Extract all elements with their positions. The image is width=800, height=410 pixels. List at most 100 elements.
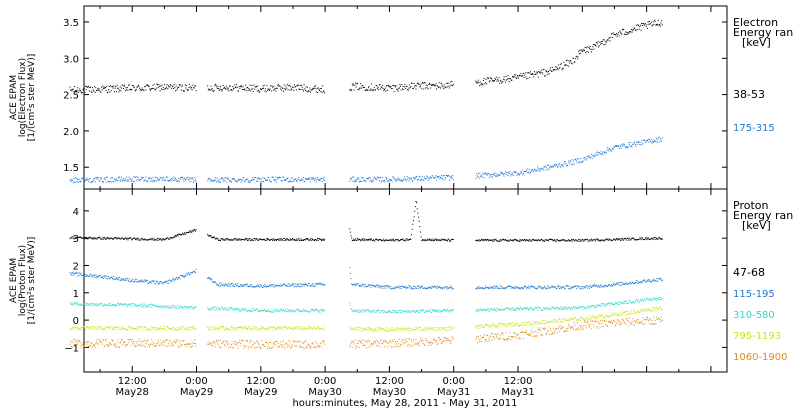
data-point xyxy=(321,92,323,94)
data-point xyxy=(515,325,517,327)
data-point xyxy=(282,326,284,328)
data-point xyxy=(570,161,572,163)
data-point xyxy=(214,281,216,283)
data-point xyxy=(421,87,423,89)
data-point xyxy=(645,300,647,302)
data-point xyxy=(307,328,309,330)
data-point xyxy=(323,176,325,178)
data-point xyxy=(510,285,512,287)
data-point xyxy=(70,274,72,276)
data-point xyxy=(253,84,255,86)
data-point xyxy=(72,326,74,328)
data-point xyxy=(209,235,211,237)
data-point xyxy=(314,238,316,240)
data-point xyxy=(306,327,308,329)
data-point xyxy=(573,317,575,319)
data-point xyxy=(440,240,442,242)
data-point xyxy=(560,308,562,310)
data-point xyxy=(94,237,95,239)
data-point xyxy=(175,279,177,281)
data-point xyxy=(238,179,240,181)
data-point xyxy=(132,181,134,183)
data-point xyxy=(648,298,650,300)
data-point xyxy=(408,285,410,287)
data-point xyxy=(314,283,316,285)
data-point xyxy=(116,304,118,306)
data-point xyxy=(630,283,632,285)
data-point xyxy=(398,286,400,288)
data-point xyxy=(302,90,304,92)
data-point xyxy=(177,87,179,89)
data-point xyxy=(554,286,556,288)
data-point xyxy=(308,239,310,241)
data-point xyxy=(634,239,636,241)
data-point xyxy=(220,240,222,242)
data-point xyxy=(599,153,601,155)
data-point xyxy=(492,309,494,311)
data-point xyxy=(255,285,257,287)
data-point xyxy=(349,180,351,182)
data-point xyxy=(598,304,600,306)
data-point xyxy=(83,237,85,239)
data-point xyxy=(140,88,142,90)
data-point xyxy=(396,89,398,91)
data-point xyxy=(317,87,319,89)
data-point xyxy=(238,326,240,328)
data-point xyxy=(574,61,576,63)
data-point xyxy=(374,238,376,240)
data-point xyxy=(409,84,411,86)
data-point xyxy=(389,178,391,180)
data-point xyxy=(650,138,652,140)
data-point xyxy=(601,43,603,45)
data-point xyxy=(382,310,384,312)
data-point xyxy=(356,180,358,182)
data-point xyxy=(501,238,503,240)
data-point xyxy=(75,89,77,91)
data-point xyxy=(296,309,298,311)
data-point xyxy=(639,237,641,239)
data-point xyxy=(363,86,365,88)
data-point xyxy=(103,327,105,329)
data-point xyxy=(537,306,539,308)
data-point xyxy=(402,179,404,181)
data-point xyxy=(147,84,149,86)
data-point xyxy=(248,285,250,287)
data-point xyxy=(440,177,442,179)
data-point xyxy=(103,236,105,238)
data-point xyxy=(634,282,636,284)
data-point xyxy=(148,329,150,331)
data-point xyxy=(514,308,516,310)
data-point xyxy=(577,162,579,164)
data-point xyxy=(186,273,188,275)
data-point xyxy=(610,239,612,241)
data-point xyxy=(282,87,284,89)
data-point xyxy=(92,304,94,306)
data-point xyxy=(116,84,118,86)
data-point xyxy=(122,238,124,240)
data-point xyxy=(182,89,184,91)
data-point xyxy=(167,307,169,309)
data-point xyxy=(639,144,641,146)
data-point xyxy=(190,230,192,232)
data-point xyxy=(353,328,355,330)
data-point xyxy=(573,286,575,288)
data-point xyxy=(150,88,152,90)
data-point xyxy=(162,89,164,91)
data-point xyxy=(351,88,353,90)
data-point xyxy=(299,286,301,288)
data-point xyxy=(592,43,594,45)
data-point xyxy=(97,237,99,239)
data-point xyxy=(139,87,141,89)
data-point xyxy=(652,297,654,299)
data-point xyxy=(608,283,610,285)
data-point xyxy=(92,87,94,89)
data-point xyxy=(418,84,420,86)
data-point xyxy=(497,80,499,82)
data-point xyxy=(368,328,370,330)
data-point xyxy=(545,322,547,324)
data-point xyxy=(287,311,289,313)
data-point xyxy=(554,163,556,165)
data-point xyxy=(557,286,559,288)
data-point xyxy=(160,306,162,308)
data-point xyxy=(243,88,245,90)
